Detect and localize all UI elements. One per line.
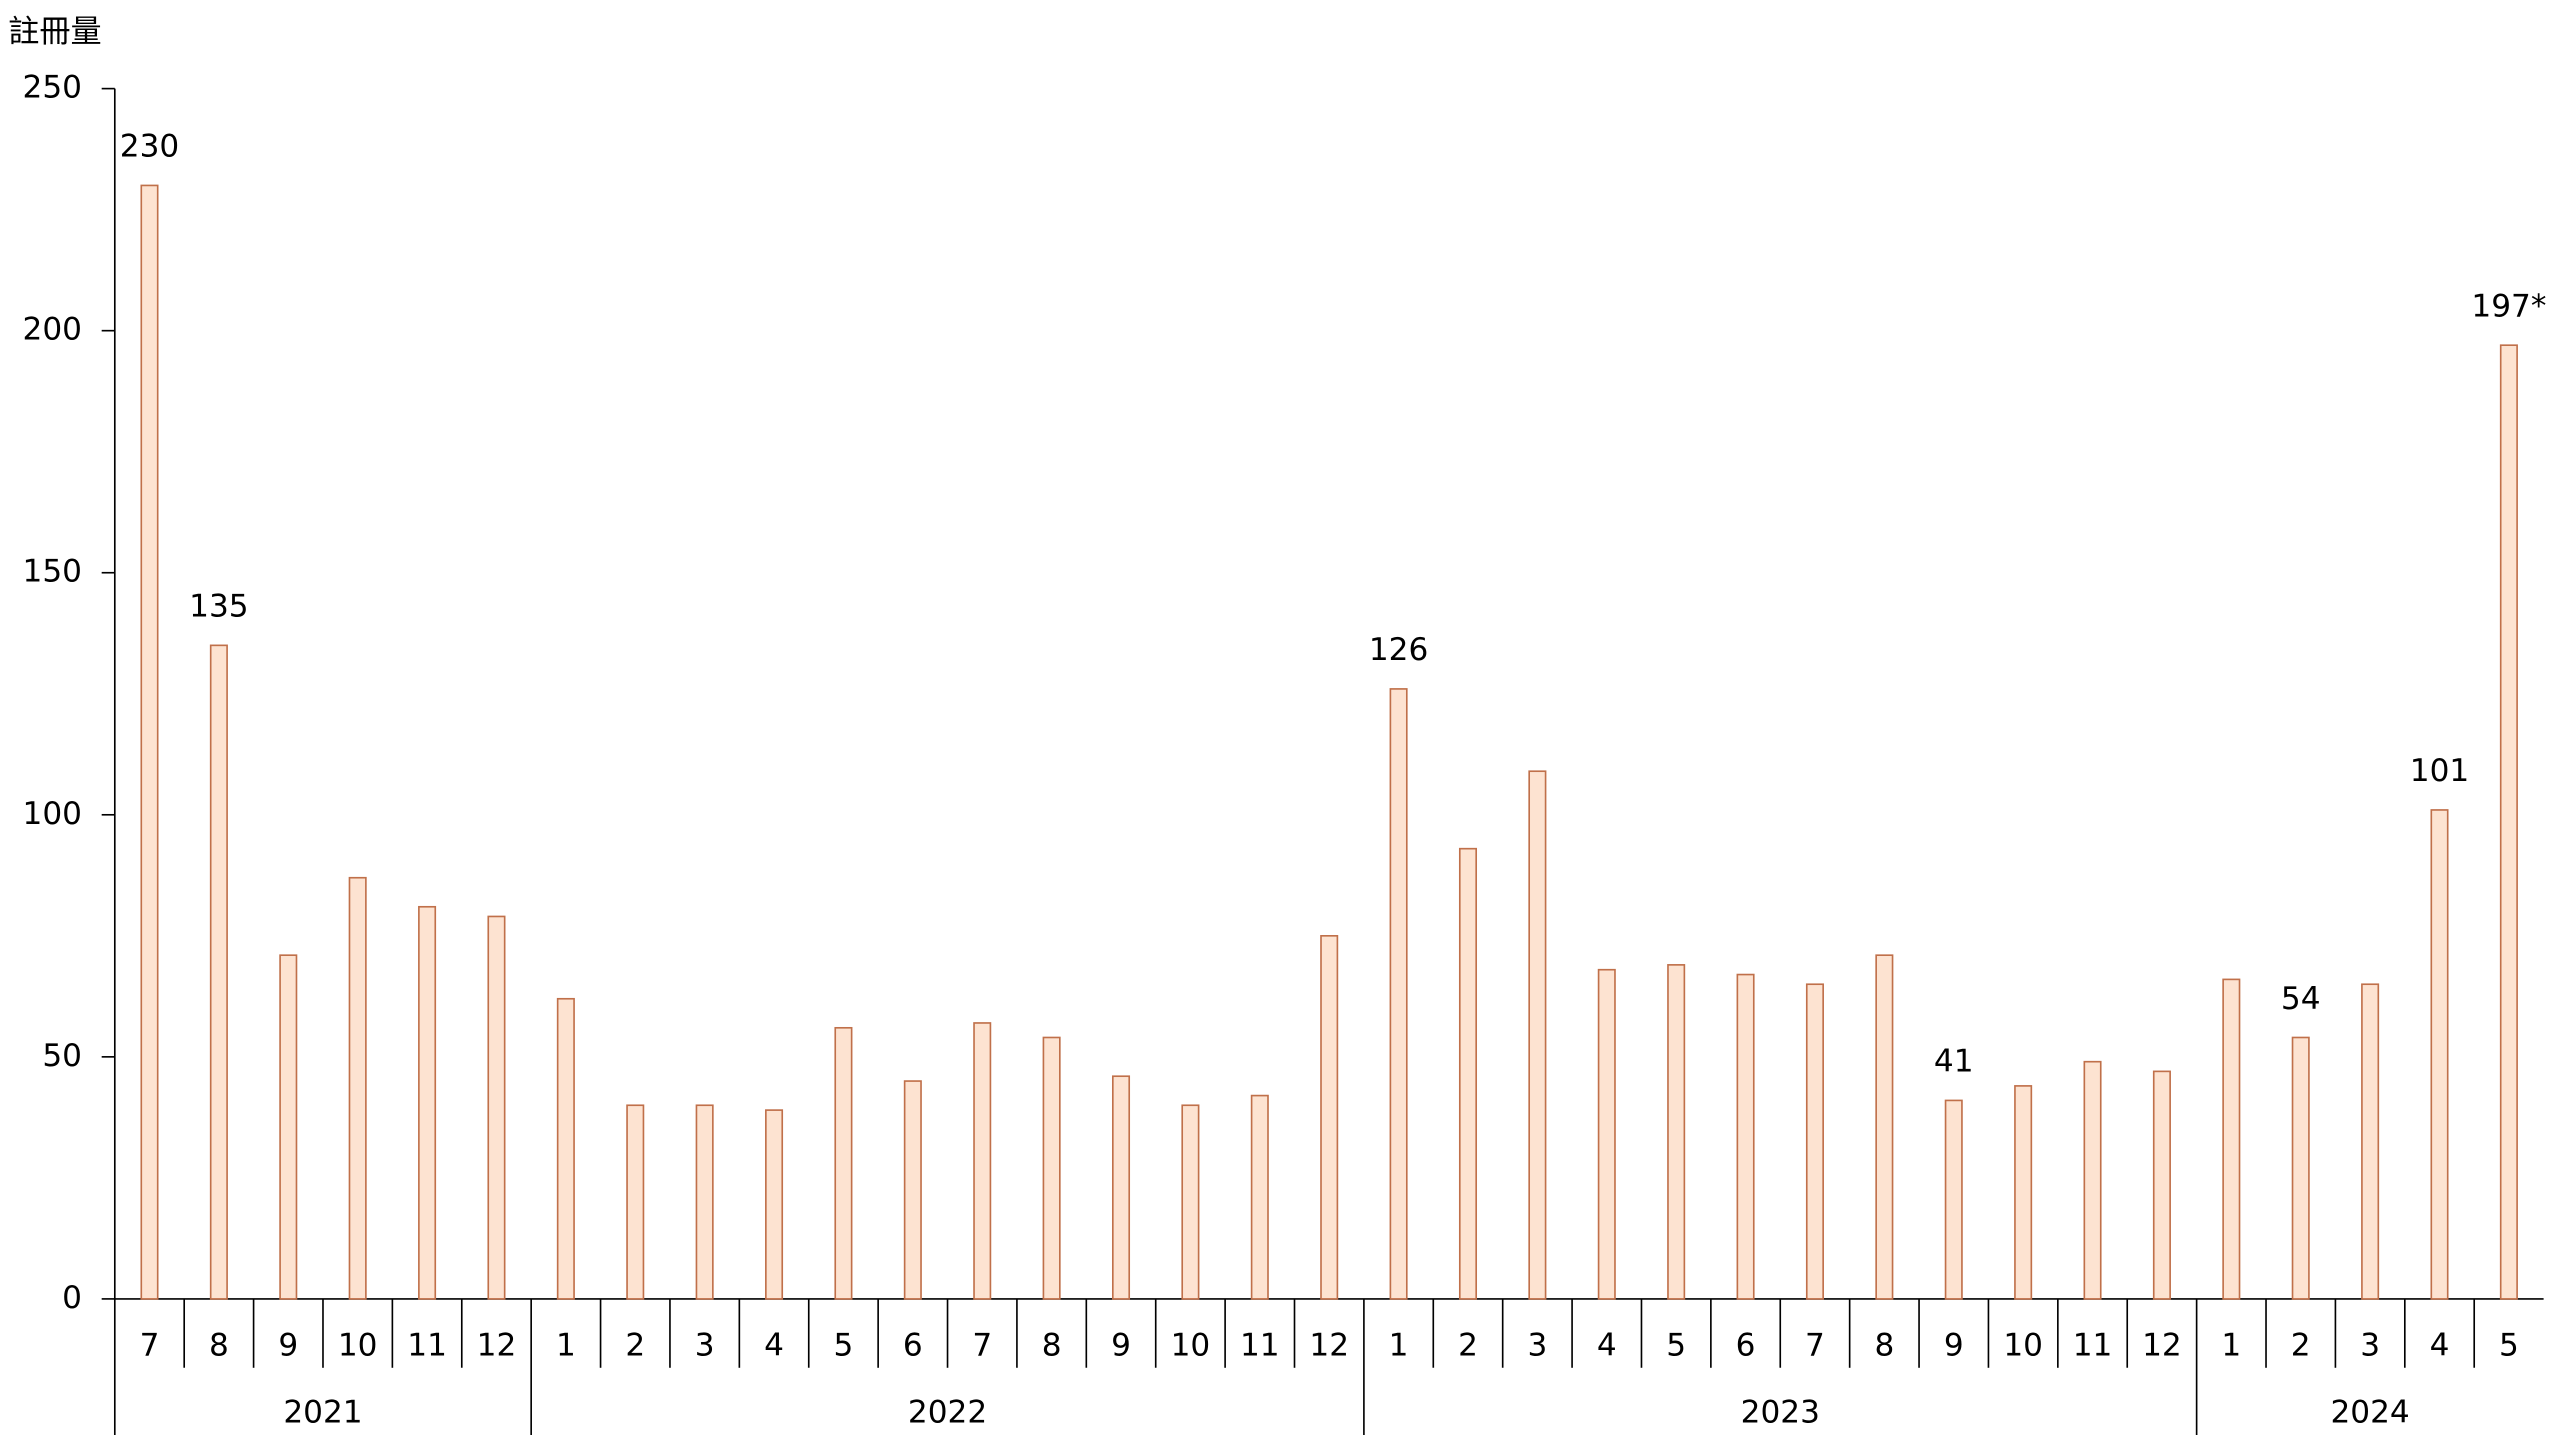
x-tick-label: 2: [1458, 1327, 1478, 1363]
x-tick-label: 7: [972, 1327, 992, 1363]
value-label: 230: [120, 129, 179, 165]
x-tick-label: 8: [209, 1327, 229, 1363]
x-tick-label: 2: [2291, 1327, 2311, 1363]
bar: [2014, 1085, 2033, 1300]
value-label: 197*: [2471, 288, 2546, 324]
bar: [279, 954, 298, 1300]
group-label: 2023: [1741, 1395, 1820, 1431]
bar: [1389, 688, 1408, 1300]
x-tick-label: 11: [1240, 1327, 1280, 1363]
bar: [418, 905, 437, 1300]
bar: [1042, 1036, 1061, 1300]
bar: [1528, 770, 1547, 1300]
x-tick-label: 10: [338, 1327, 378, 1363]
bar: [1597, 968, 1616, 1300]
bar: [1250, 1094, 1269, 1300]
x-tick-label: 8: [1874, 1327, 1894, 1363]
bar: [1875, 954, 1894, 1300]
x-tick-label: 1: [1389, 1327, 1409, 1363]
value-label: 54: [2281, 981, 2321, 1017]
y-tick-label: 100: [23, 796, 82, 832]
x-tick-label: 11: [407, 1327, 447, 1363]
bar: [2499, 344, 2518, 1300]
bar: [140, 184, 159, 1300]
value-label: 135: [189, 589, 248, 625]
x-tick-label: 9: [278, 1327, 298, 1363]
bar: [1320, 935, 1339, 1300]
bar: [903, 1080, 922, 1300]
group-label: 2024: [2330, 1395, 2409, 1431]
x-tick-label: 11: [2073, 1327, 2113, 1363]
bar: [1944, 1099, 1963, 1300]
y-axis-label: 註冊量: [8, 14, 101, 50]
value-label: 126: [1369, 632, 1428, 668]
bar: [1181, 1104, 1200, 1300]
x-tick-label: 4: [764, 1327, 784, 1363]
bar: [2222, 978, 2241, 1300]
x-tick-label: 7: [1805, 1327, 1825, 1363]
x-tick-label: 3: [695, 1327, 715, 1363]
y-tick-label: 200: [23, 312, 82, 348]
x-tick-label: 6: [903, 1327, 923, 1363]
bar: [209, 644, 228, 1300]
y-tick-label: 150: [23, 554, 82, 590]
bar: [1458, 847, 1478, 1300]
bar: [1736, 973, 1755, 1300]
x-tick-label: 3: [2360, 1327, 2380, 1363]
x-tick-label: 12: [1309, 1327, 1349, 1363]
bar: [2361, 983, 2380, 1300]
x-tick-label: 9: [1111, 1327, 1131, 1363]
y-tick-label: 50: [42, 1038, 82, 1074]
bar: [973, 1022, 992, 1300]
x-tick-label: 9: [1944, 1327, 1964, 1363]
x-tick-label: 4: [2430, 1327, 2450, 1363]
bar: [695, 1104, 714, 1300]
x-tick-label: 12: [477, 1327, 517, 1363]
bar: [626, 1104, 645, 1300]
x-tick-label: 6: [1736, 1327, 1756, 1363]
value-label: 41: [1934, 1044, 1974, 1080]
x-tick-label: 1: [2221, 1327, 2241, 1363]
bar: [556, 997, 575, 1300]
x-tick-label: 7: [140, 1327, 160, 1363]
bar: [2152, 1070, 2171, 1300]
bar: [2083, 1060, 2102, 1300]
value-label: 101: [2410, 753, 2469, 789]
bar: [1667, 964, 1686, 1300]
x-tick-label: 1: [556, 1327, 576, 1363]
group-label: 2021: [283, 1395, 362, 1431]
x-tick-label: 5: [834, 1327, 854, 1363]
bar: [765, 1109, 784, 1300]
bar: [1805, 983, 1824, 1300]
x-tick-label: 5: [1666, 1327, 1686, 1363]
x-tick-label: 10: [2003, 1327, 2043, 1363]
bar: [487, 915, 506, 1300]
bar: [1111, 1075, 1131, 1300]
bar: [2430, 809, 2449, 1300]
bar: [2291, 1036, 2310, 1300]
x-tick-label: 10: [1171, 1327, 1211, 1363]
x-tick-label: 12: [2142, 1327, 2182, 1363]
group-label: 2022: [908, 1395, 987, 1431]
x-tick-label: 8: [1042, 1327, 1062, 1363]
y-tick-label: 250: [23, 70, 82, 106]
bar: [834, 1026, 853, 1300]
x-tick-label: 4: [1597, 1327, 1617, 1363]
x-tick-label: 5: [2499, 1327, 2519, 1363]
x-tick-label: 2: [625, 1327, 645, 1363]
y-tick-label: 0: [62, 1280, 82, 1316]
x-tick-label: 3: [1527, 1327, 1547, 1363]
bar: [348, 876, 367, 1300]
